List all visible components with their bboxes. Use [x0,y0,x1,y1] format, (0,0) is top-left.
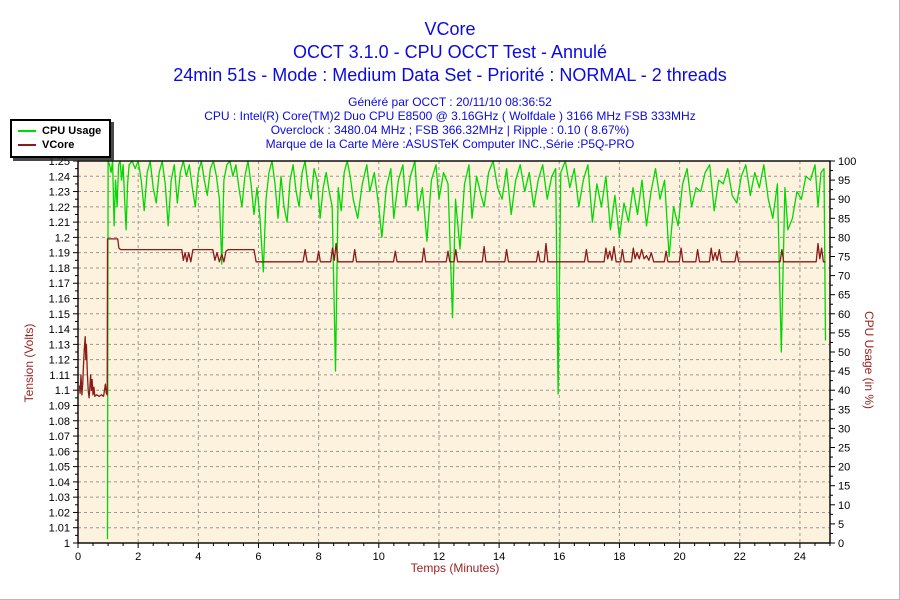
svg-text:100: 100 [838,156,856,168]
chart-subtitle-test: OCCT 3.1.0 - CPU OCCT Test - Annulé [292,42,608,62]
x-axis-title: Temps (Minutes) [410,561,500,575]
svg-text:1.11: 1.11 [49,370,70,382]
svg-text:1.16: 1.16 [49,294,70,306]
svg-text:10: 10 [373,551,385,563]
info-cpu: CPU : Intel(R) Core(TM)2 Duo CPU E8500 @… [204,109,696,123]
chart-title: VCore [424,19,476,39]
svg-text:90: 90 [838,194,850,206]
vcore-line-swatch [18,144,36,146]
svg-text:1.18: 1.18 [49,263,70,275]
svg-text:1.14: 1.14 [49,324,70,336]
svg-text:85: 85 [838,213,850,225]
svg-text:80: 80 [838,232,850,244]
svg-text:1.12: 1.12 [49,355,70,367]
svg-text:22: 22 [734,551,746,563]
svg-text:8: 8 [316,551,322,563]
vcore-line [78,238,826,399]
tick-layer [73,160,835,548]
svg-text:70: 70 [838,271,850,283]
svg-text:1.01: 1.01 [49,523,70,535]
svg-text:1.08: 1.08 [49,416,70,428]
cpu-usage-line [106,160,827,540]
svg-text:35: 35 [838,404,850,416]
svg-text:1.19: 1.19 [49,248,70,260]
svg-text:1.21: 1.21 [49,217,70,229]
svg-text:1.05: 1.05 [49,462,70,474]
svg-text:24: 24 [794,551,806,563]
svg-text:5: 5 [838,519,844,531]
svg-text:2: 2 [135,551,141,563]
chart-header: VCore OCCT 3.1.0 - CPU OCCT Test - Annul… [0,18,900,151]
legend-item-cpu-usage: CPU Usage [18,124,101,138]
svg-text:1.03: 1.03 [49,492,70,504]
svg-text:50: 50 [838,347,850,359]
y-right-axis-title: CPU Usage (in %) [862,310,876,410]
svg-text:60: 60 [838,309,850,321]
svg-text:45: 45 [838,366,850,378]
legend-label-cpu-usage: CPU Usage [42,125,102,137]
svg-text:95: 95 [838,175,850,187]
svg-text:10: 10 [838,500,850,512]
plot-area [78,161,830,543]
svg-text:20: 20 [673,551,685,563]
svg-text:18: 18 [613,551,625,563]
svg-text:1.09: 1.09 [49,400,70,412]
svg-text:25: 25 [838,443,850,455]
y-left-axis-title: Tension (Volts) [22,323,36,403]
info-overclock: Overclock : 3480.04 MHz ; FSB 366.32MHz … [270,123,630,137]
svg-text:1.23: 1.23 [49,187,70,199]
svg-text:65: 65 [838,290,850,302]
svg-text:1.07: 1.07 [49,431,70,443]
svg-text:1.25: 1.25 [49,156,70,168]
svg-text:1.2: 1.2 [55,232,70,244]
info-motherboard: Marque de la Carte Mère :ASUSTeK Compute… [265,137,635,151]
svg-text:1.04: 1.04 [49,477,70,489]
svg-text:4: 4 [195,551,201,563]
grid-layer [78,161,830,543]
chart-subtitle-mode: 24min 51s - Mode : Medium Data Set - Pri… [173,65,727,85]
legend-label-vcore: VCore [42,139,75,151]
svg-text:1.13: 1.13 [49,339,70,351]
svg-text:1.22: 1.22 [49,202,70,214]
svg-text:16: 16 [553,551,565,563]
svg-text:1.15: 1.15 [49,309,70,321]
tick-labels-layer: 0 2 4 6 8 10 12 14 16 18 20 22 2411.011.021.031.041.… [49,156,857,563]
cpu-usage-line-swatch [18,130,36,132]
svg-text:1.02: 1.02 [49,507,70,519]
svg-text:20: 20 [838,462,850,474]
svg-text:0: 0 [75,551,81,563]
svg-text:1: 1 [64,538,70,550]
info-generated: Généré par OCCT : 20/11/10 08:36:52 [348,95,552,109]
svg-text:0: 0 [838,538,844,550]
svg-text:1.06: 1.06 [49,446,70,458]
svg-text:14: 14 [493,551,505,563]
chart-legend: CPU Usage VCore [10,119,112,158]
svg-text:40: 40 [838,385,850,397]
svg-text:6: 6 [255,551,261,563]
svg-text:1.1: 1.1 [55,385,70,397]
svg-text:12: 12 [433,551,445,563]
svg-text:1.24: 1.24 [49,171,70,183]
legend-item-vcore: VCore [18,138,101,152]
svg-text:1.17: 1.17 [49,278,70,290]
svg-text:55: 55 [838,328,850,340]
svg-text:30: 30 [838,423,850,435]
svg-text:15: 15 [838,481,850,493]
svg-text:75: 75 [838,252,850,264]
